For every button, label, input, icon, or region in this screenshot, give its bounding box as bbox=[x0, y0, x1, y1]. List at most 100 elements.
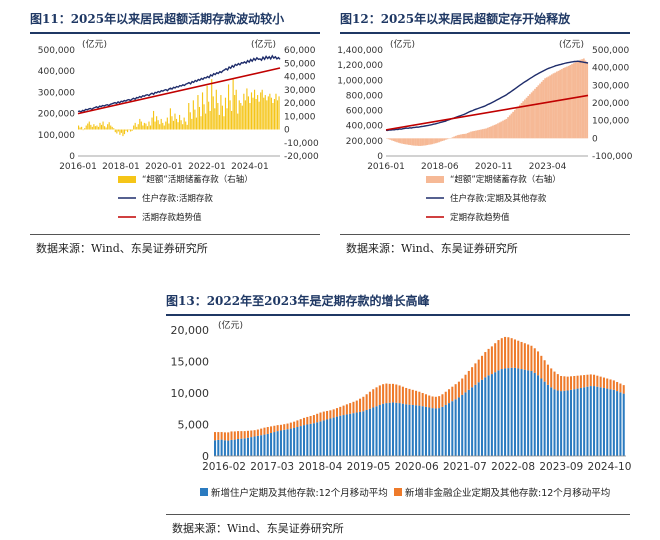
bar-household bbox=[517, 368, 520, 456]
bar-enterprise bbox=[335, 408, 338, 417]
right-tick-label: 60,000 bbox=[284, 46, 316, 56]
fig13-source: 数据来源：Wind、东吴证券研究所 bbox=[172, 522, 344, 535]
bar-household bbox=[602, 387, 605, 456]
bar-mark bbox=[278, 96, 280, 130]
bar-mark bbox=[140, 121, 142, 130]
bar-household bbox=[395, 402, 398, 456]
x-tick-label: 2016-01 bbox=[59, 162, 97, 172]
bar-mark bbox=[562, 68, 565, 139]
bar-household bbox=[385, 403, 388, 456]
bar-enterprise bbox=[372, 389, 375, 408]
left-tick-label: 100,000 bbox=[38, 131, 75, 141]
bar-mark bbox=[569, 65, 572, 139]
bar-mark bbox=[197, 95, 199, 130]
right-tick-label: 500,000 bbox=[592, 46, 629, 56]
bar-enterprise bbox=[490, 346, 493, 375]
bar-household bbox=[457, 397, 460, 456]
bar-mark bbox=[110, 125, 112, 130]
bar-mark bbox=[214, 108, 216, 130]
bar-household bbox=[546, 384, 549, 456]
bar-enterprise bbox=[332, 409, 335, 418]
bar-household bbox=[273, 432, 276, 456]
bar-mark bbox=[515, 108, 518, 139]
bar-mark bbox=[270, 97, 272, 130]
bar-mark bbox=[82, 129, 84, 131]
bar-mark bbox=[156, 116, 158, 130]
bar-household bbox=[480, 379, 484, 456]
bar-mark bbox=[446, 138, 449, 140]
bar-mark bbox=[186, 124, 188, 130]
bar-mark bbox=[200, 116, 202, 130]
bar-household bbox=[616, 391, 619, 456]
x-tick-label: 2020-06 bbox=[395, 461, 439, 473]
bar-mark bbox=[463, 133, 466, 139]
bar-mark bbox=[192, 100, 194, 130]
bar-household bbox=[589, 386, 592, 456]
left-tick-label: 200,000 bbox=[38, 110, 75, 120]
bar-household bbox=[573, 389, 576, 456]
bar-mark bbox=[152, 110, 155, 130]
right-tick-label: 400,000 bbox=[592, 64, 629, 74]
bar-enterprise bbox=[619, 383, 622, 393]
bar-household bbox=[596, 386, 599, 456]
bar-enterprise bbox=[342, 405, 345, 416]
bar-household bbox=[322, 420, 325, 456]
x-tick-label: 2023-04 bbox=[529, 162, 567, 172]
bar-household bbox=[586, 386, 589, 456]
bar-household bbox=[217, 439, 220, 456]
bar-household bbox=[530, 370, 533, 456]
bar-enterprise bbox=[560, 375, 563, 392]
bar-enterprise bbox=[451, 386, 454, 402]
bar-mark bbox=[234, 95, 236, 130]
bar-mark bbox=[423, 138, 425, 146]
bar-mark bbox=[495, 124, 498, 139]
bar-household bbox=[418, 405, 421, 456]
bar-enterprise bbox=[240, 431, 243, 439]
bar-enterprise bbox=[326, 410, 329, 420]
bar-household bbox=[494, 372, 497, 456]
bar-household bbox=[375, 406, 378, 456]
bar-household bbox=[329, 418, 332, 456]
bar-mark bbox=[535, 87, 538, 139]
y-tick-label: 0 bbox=[202, 450, 209, 463]
right-tick-label: 200,000 bbox=[592, 99, 629, 109]
bar-mark bbox=[458, 134, 461, 139]
bar-mark bbox=[441, 138, 444, 141]
bar-enterprise bbox=[510, 338, 513, 368]
bar-mark bbox=[243, 93, 245, 130]
bar-mark bbox=[107, 124, 109, 130]
bar-enterprise bbox=[391, 383, 395, 403]
bar-household bbox=[302, 425, 306, 456]
left-tick-label: 1,400,000 bbox=[337, 46, 383, 56]
bar-mark bbox=[520, 103, 523, 139]
bar-enterprise bbox=[319, 412, 322, 422]
bar-household bbox=[454, 399, 457, 456]
bar-household bbox=[391, 402, 395, 456]
bar-enterprise bbox=[283, 424, 286, 430]
bar-mark bbox=[412, 138, 415, 146]
bar-enterprise bbox=[537, 351, 540, 376]
bar-mark bbox=[584, 60, 587, 139]
bar-mark bbox=[183, 117, 185, 130]
bar-mark bbox=[261, 89, 263, 130]
bar-mark bbox=[507, 117, 509, 139]
bar-mark bbox=[205, 113, 207, 130]
bar-enterprise bbox=[457, 381, 460, 398]
bar-mark bbox=[517, 106, 520, 139]
bar-enterprise bbox=[602, 377, 605, 388]
bar-mark bbox=[142, 125, 144, 130]
bar-mark bbox=[443, 138, 446, 141]
bar-enterprise bbox=[569, 376, 573, 390]
bar-mark bbox=[522, 101, 525, 139]
bar-mark bbox=[498, 122, 501, 139]
bar-enterprise bbox=[461, 378, 464, 395]
legend-label: 住户存款:定期及其他存款 bbox=[450, 193, 547, 204]
bar-mark bbox=[217, 103, 219, 130]
bar-mark bbox=[485, 128, 488, 139]
bar-mark bbox=[508, 115, 511, 139]
legend-swatch-enterprise bbox=[394, 488, 402, 496]
bar-enterprise bbox=[477, 359, 480, 383]
bar-mark bbox=[85, 125, 87, 130]
bar-mark bbox=[134, 122, 136, 130]
bar-enterprise bbox=[345, 404, 348, 415]
